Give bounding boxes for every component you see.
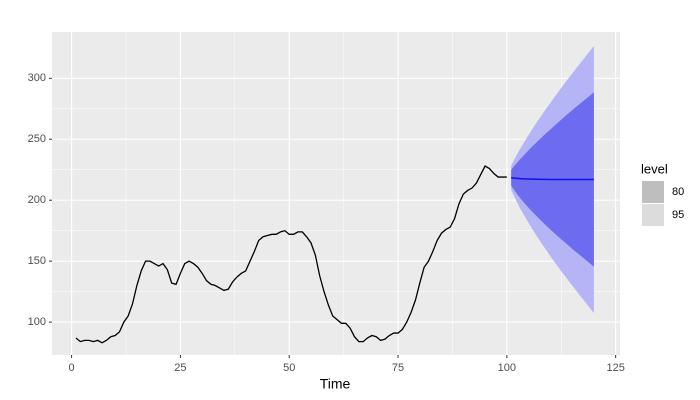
legend-label: 80 bbox=[672, 186, 684, 198]
legend-key bbox=[642, 181, 664, 203]
x-tick-label: 25 bbox=[174, 362, 186, 374]
legend-title: level bbox=[641, 161, 668, 176]
x-tick-label: 0 bbox=[69, 362, 75, 374]
x-tick-label: 125 bbox=[606, 362, 624, 374]
legend-label: 95 bbox=[672, 209, 684, 221]
y-tick-label: 200 bbox=[28, 194, 46, 206]
legend-key bbox=[642, 204, 664, 226]
y-tick-label: 250 bbox=[28, 133, 46, 145]
x-axis-title: Time bbox=[320, 376, 351, 392]
y-tick-label: 300 bbox=[28, 72, 46, 84]
y-tick-label: 150 bbox=[28, 255, 46, 267]
x-tick-label: 50 bbox=[283, 362, 295, 374]
series-line bbox=[75, 165, 507, 344]
forecast-mean bbox=[511, 176, 594, 181]
y-tick-label: 100 bbox=[28, 316, 46, 328]
x-tick-label: 75 bbox=[392, 362, 404, 374]
x-tick-label: 100 bbox=[498, 362, 516, 374]
